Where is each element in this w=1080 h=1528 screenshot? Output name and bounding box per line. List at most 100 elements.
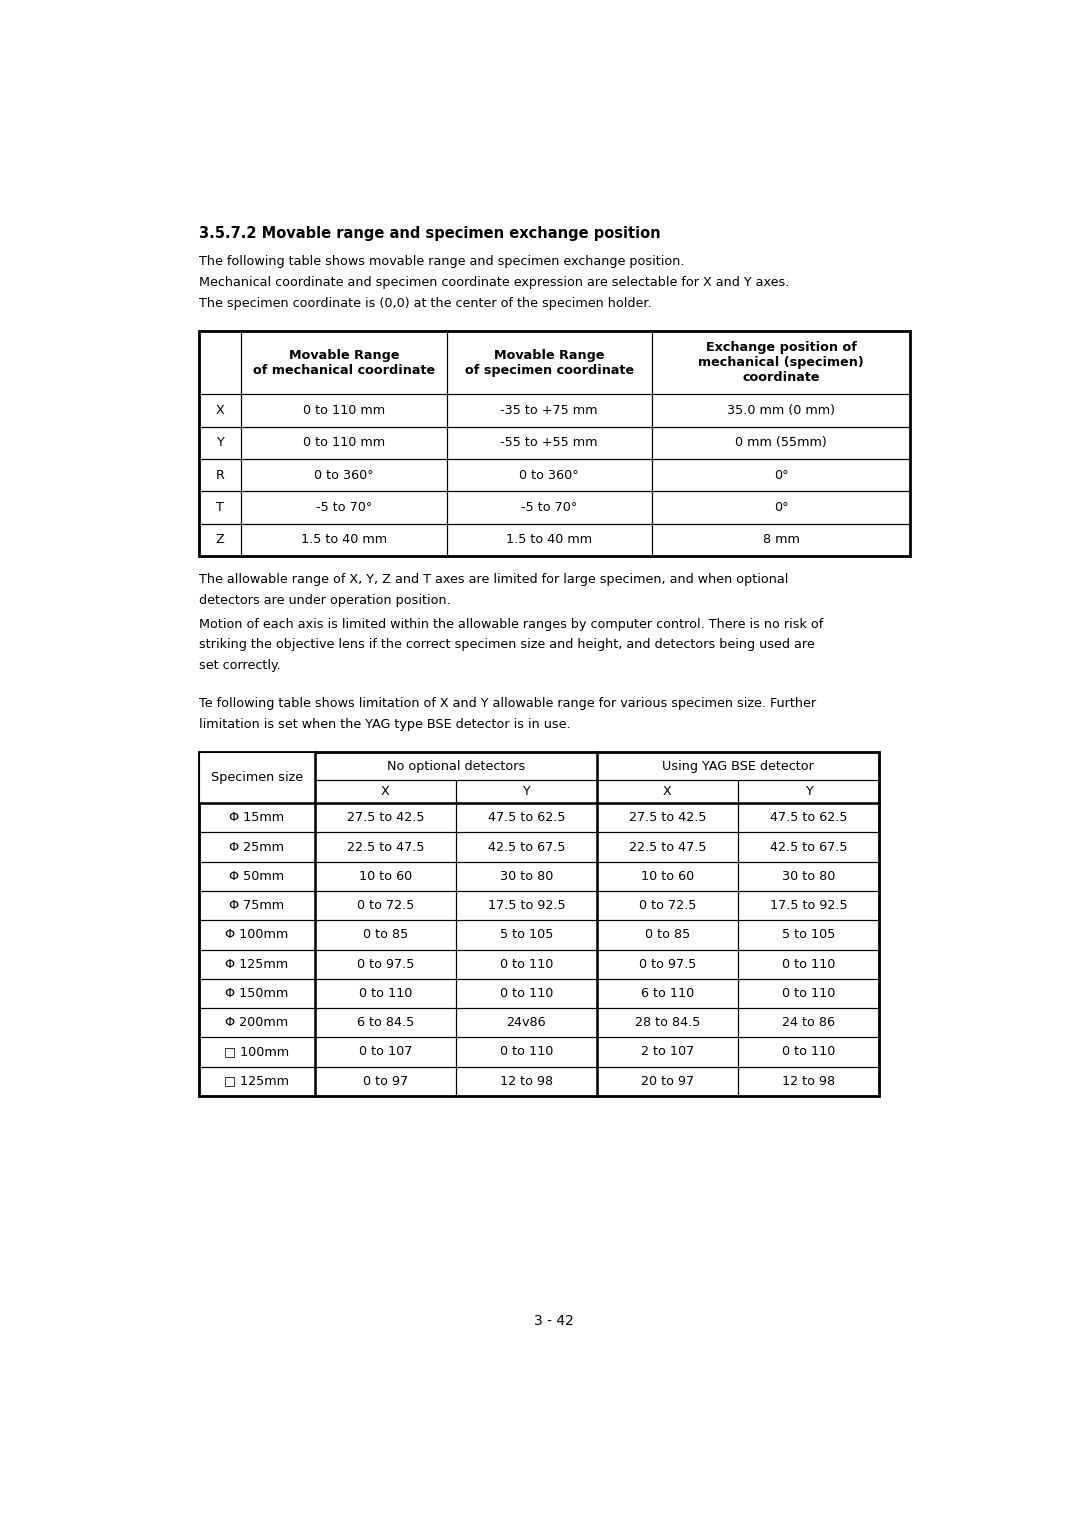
- Bar: [241, 332, 446, 394]
- Text: 0 to 97: 0 to 97: [363, 1074, 408, 1088]
- Bar: [314, 920, 456, 949]
- Bar: [199, 920, 314, 949]
- Text: 0 to 85: 0 to 85: [363, 929, 408, 941]
- Text: 6 to 110: 6 to 110: [640, 987, 694, 999]
- Text: 5 to 105: 5 to 105: [500, 929, 553, 941]
- Text: 0 to 107: 0 to 107: [359, 1045, 411, 1059]
- Text: 0 to 110: 0 to 110: [359, 987, 411, 999]
- Bar: [199, 332, 910, 556]
- Text: The following table shows movable range and specimen exchange position.: The following table shows movable range …: [199, 255, 684, 267]
- Text: Φ 125mm: Φ 125mm: [225, 958, 288, 970]
- Text: 6 to 84.5: 6 to 84.5: [356, 1016, 414, 1030]
- Text: 10 to 60: 10 to 60: [359, 869, 411, 883]
- Text: X: X: [663, 785, 672, 798]
- Text: 0 to 110: 0 to 110: [500, 1045, 553, 1059]
- Text: 0 to 72.5: 0 to 72.5: [356, 898, 414, 912]
- Bar: [199, 804, 314, 833]
- Bar: [199, 394, 241, 426]
- Bar: [456, 949, 597, 979]
- Bar: [738, 979, 879, 1008]
- Bar: [652, 332, 910, 394]
- Bar: [597, 949, 738, 979]
- Bar: [199, 949, 314, 979]
- Bar: [314, 781, 456, 804]
- Text: 0 to 72.5: 0 to 72.5: [638, 898, 697, 912]
- Bar: [241, 524, 446, 556]
- Text: Φ 100mm: Φ 100mm: [225, 929, 288, 941]
- Bar: [314, 1038, 456, 1067]
- Bar: [199, 332, 241, 394]
- Bar: [456, 862, 597, 891]
- Bar: [199, 752, 879, 1096]
- Bar: [597, 752, 879, 781]
- Bar: [446, 458, 652, 492]
- Text: Mechanical coordinate and specimen coordinate expression are selectable for X an: Mechanical coordinate and specimen coord…: [199, 275, 788, 289]
- Text: 1.5 to 40 mm: 1.5 to 40 mm: [301, 533, 387, 547]
- Text: 3.5.7.2 Movable range and specimen exchange position: 3.5.7.2 Movable range and specimen excha…: [199, 226, 660, 241]
- Text: 0 to 110: 0 to 110: [782, 958, 835, 970]
- Text: 22.5 to 47.5: 22.5 to 47.5: [629, 840, 706, 854]
- Bar: [199, 1038, 314, 1067]
- Text: 0 to 360°: 0 to 360°: [314, 469, 374, 481]
- Bar: [241, 492, 446, 524]
- Text: -55 to +55 mm: -55 to +55 mm: [500, 437, 598, 449]
- Bar: [738, 1008, 879, 1038]
- Text: 30 to 80: 30 to 80: [782, 869, 835, 883]
- Bar: [597, 862, 738, 891]
- Bar: [738, 1067, 879, 1096]
- Bar: [456, 1067, 597, 1096]
- Bar: [199, 492, 241, 524]
- Text: No optional detectors: No optional detectors: [387, 759, 525, 773]
- Text: 2 to 107: 2 to 107: [640, 1045, 694, 1059]
- Text: 24v86: 24v86: [507, 1016, 546, 1030]
- Text: The specimen coordinate is (0,0) at the center of the specimen holder.: The specimen coordinate is (0,0) at the …: [199, 296, 651, 310]
- Text: 0 to 110: 0 to 110: [782, 1045, 835, 1059]
- Bar: [314, 1067, 456, 1096]
- Bar: [738, 920, 879, 949]
- Bar: [446, 332, 652, 394]
- Text: 35.0 mm (0 mm): 35.0 mm (0 mm): [727, 403, 835, 417]
- Text: Y: Y: [805, 785, 812, 798]
- Text: Y: Y: [523, 785, 530, 798]
- Bar: [652, 458, 910, 492]
- Text: T: T: [216, 501, 224, 513]
- Text: 27.5 to 42.5: 27.5 to 42.5: [629, 811, 706, 824]
- Bar: [199, 524, 241, 556]
- Text: 22.5 to 47.5: 22.5 to 47.5: [347, 840, 424, 854]
- Bar: [199, 1067, 314, 1096]
- Text: 0 to 110: 0 to 110: [782, 987, 835, 999]
- Bar: [446, 394, 652, 426]
- Text: X: X: [216, 403, 225, 417]
- Bar: [456, 804, 597, 833]
- Bar: [314, 891, 456, 920]
- Bar: [199, 862, 314, 891]
- Bar: [199, 1008, 314, 1038]
- Text: 28 to 84.5: 28 to 84.5: [635, 1016, 700, 1030]
- Bar: [314, 862, 456, 891]
- Text: 10 to 60: 10 to 60: [640, 869, 694, 883]
- Bar: [652, 394, 910, 426]
- Text: 47.5 to 62.5: 47.5 to 62.5: [770, 811, 847, 824]
- Text: Z: Z: [215, 533, 225, 547]
- Text: 0 to 110: 0 to 110: [500, 987, 553, 999]
- Bar: [199, 833, 314, 862]
- Bar: [597, 804, 738, 833]
- Text: 12 to 98: 12 to 98: [782, 1074, 835, 1088]
- Text: 0 to 97.5: 0 to 97.5: [638, 958, 697, 970]
- Bar: [652, 426, 910, 458]
- Bar: [446, 524, 652, 556]
- Text: 0 to 360°: 0 to 360°: [519, 469, 579, 481]
- Bar: [597, 920, 738, 949]
- Bar: [314, 752, 597, 781]
- Bar: [597, 833, 738, 862]
- Text: striking the objective lens if the correct specimen size and height, and detecto: striking the objective lens if the corre…: [199, 639, 814, 651]
- Bar: [456, 979, 597, 1008]
- Text: Φ 50mm: Φ 50mm: [229, 869, 284, 883]
- Text: 0 to 85: 0 to 85: [645, 929, 690, 941]
- Text: R: R: [215, 469, 225, 481]
- Text: Movable Range
of specimen coordinate: Movable Range of specimen coordinate: [464, 348, 634, 377]
- Bar: [597, 1038, 738, 1067]
- Text: Motion of each axis is limited within the allowable ranges by computer control. : Motion of each axis is limited within th…: [199, 617, 823, 631]
- Text: 17.5 to 92.5: 17.5 to 92.5: [770, 898, 848, 912]
- Bar: [456, 781, 597, 804]
